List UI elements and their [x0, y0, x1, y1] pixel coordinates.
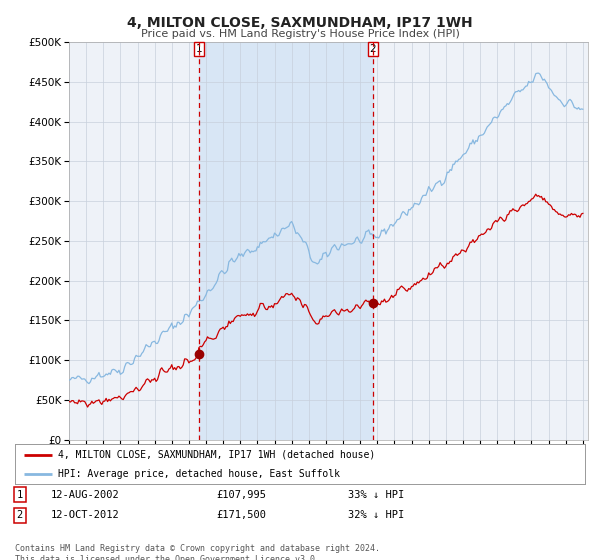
Text: 4, MILTON CLOSE, SAXMUNDHAM, IP17 1WH (detached house): 4, MILTON CLOSE, SAXMUNDHAM, IP17 1WH (d… [58, 450, 375, 460]
Text: Price paid vs. HM Land Registry's House Price Index (HPI): Price paid vs. HM Land Registry's House … [140, 29, 460, 39]
Text: 1: 1 [17, 490, 23, 500]
Text: HPI: Average price, detached house, East Suffolk: HPI: Average price, detached house, East… [58, 469, 340, 478]
Text: 32% ↓ HPI: 32% ↓ HPI [348, 511, 404, 520]
Text: £107,995: £107,995 [216, 490, 266, 500]
Text: Contains HM Land Registry data © Crown copyright and database right 2024.
This d: Contains HM Land Registry data © Crown c… [15, 544, 380, 560]
Text: 1: 1 [196, 44, 202, 54]
Text: 2: 2 [17, 511, 23, 520]
Text: 33% ↓ HPI: 33% ↓ HPI [348, 490, 404, 500]
Bar [199, 42, 373, 440]
Text: 2: 2 [370, 44, 376, 54]
Text: 12-OCT-2012: 12-OCT-2012 [51, 511, 120, 520]
Text: £171,500: £171,500 [216, 511, 266, 520]
Text: 12-AUG-2002: 12-AUG-2002 [51, 490, 120, 500]
Text: 4, MILTON CLOSE, SAXMUNDHAM, IP17 1WH: 4, MILTON CLOSE, SAXMUNDHAM, IP17 1WH [127, 16, 473, 30]
